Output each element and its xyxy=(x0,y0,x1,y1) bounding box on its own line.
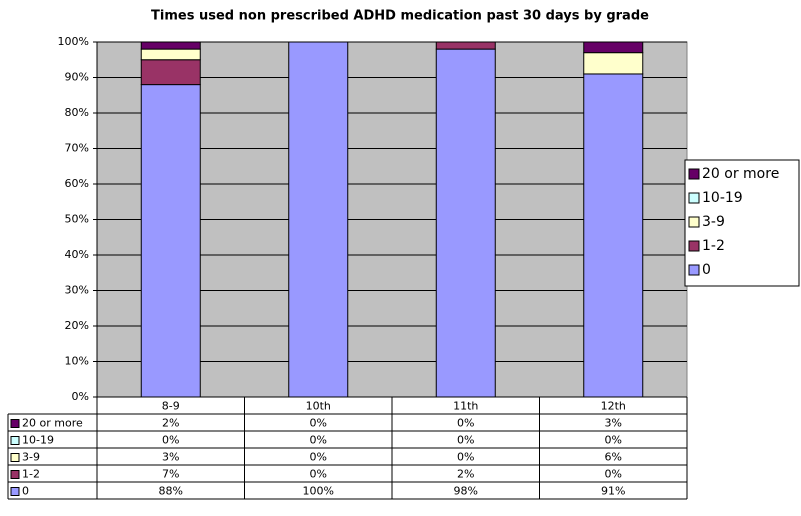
data-label: 0% xyxy=(310,434,327,447)
data-label: 100% xyxy=(303,485,334,498)
bar-segment xyxy=(583,52,644,75)
data-label: 3% xyxy=(605,417,622,430)
data-label: 0% xyxy=(310,417,327,430)
table-row-label: 0 xyxy=(22,485,29,498)
table-key xyxy=(10,470,20,479)
legend-key xyxy=(688,240,700,252)
data-label: 0% xyxy=(457,451,474,464)
legend-key xyxy=(688,216,700,228)
table-row-label: 3-9 xyxy=(22,451,40,464)
legend-box xyxy=(684,159,800,287)
table-key xyxy=(10,436,20,445)
bar-segment xyxy=(140,59,201,86)
table-key xyxy=(10,487,20,496)
data-label: 6% xyxy=(605,451,622,464)
table-row-label: 10-19 xyxy=(22,434,54,447)
data-label: 0% xyxy=(457,417,474,430)
legend-label: 0 xyxy=(702,262,711,278)
legend-key xyxy=(688,168,700,180)
y-tick-label: 30% xyxy=(65,284,89,297)
y-tick-label: 100% xyxy=(58,35,89,48)
table-row-label: 20 or more xyxy=(22,417,83,430)
bar-segment xyxy=(140,41,201,50)
x-tick-label: 8-9 xyxy=(162,400,180,413)
y-tick-label: 40% xyxy=(65,248,89,261)
table-key xyxy=(10,453,20,462)
bar-segment xyxy=(435,41,496,50)
bar-segment xyxy=(140,84,201,398)
x-tick-label: 10th xyxy=(306,400,331,413)
table-key xyxy=(10,419,20,428)
data-label: 2% xyxy=(457,468,474,481)
legend-label: 10-19 xyxy=(702,190,743,206)
chart-title: Times used non prescribed ADHD medicatio… xyxy=(151,9,649,24)
table-row-label: 1-2 xyxy=(22,468,40,481)
data-label: 2% xyxy=(162,417,179,430)
bar-segment xyxy=(140,48,201,61)
x-tick-label: 11th xyxy=(453,400,478,413)
data-label: 0% xyxy=(310,451,327,464)
y-tick-label: 50% xyxy=(65,213,89,226)
bar-segment xyxy=(583,41,644,54)
y-tick-label: 90% xyxy=(65,71,89,84)
y-tick-label: 70% xyxy=(65,142,89,155)
bar-segment xyxy=(435,48,496,398)
data-label: 98% xyxy=(454,485,478,498)
data-label: 0% xyxy=(310,468,327,481)
data-label: 7% xyxy=(162,468,179,481)
y-tick-label: 0% xyxy=(72,390,89,403)
x-tick-label: 12th xyxy=(601,400,626,413)
data-label: 0% xyxy=(605,434,622,447)
data-label: 91% xyxy=(601,485,625,498)
data-label: 0% xyxy=(605,468,622,481)
data-label: 0% xyxy=(457,434,474,447)
data-label: 3% xyxy=(162,451,179,464)
y-tick-label: 80% xyxy=(65,106,89,119)
legend-label: 20 or more xyxy=(702,166,779,182)
bar-segment xyxy=(583,73,644,398)
data-label: 88% xyxy=(159,485,183,498)
legend-label: 3-9 xyxy=(702,214,725,230)
data-label: 0% xyxy=(162,434,179,447)
y-tick-label: 20% xyxy=(65,319,89,332)
legend-label: 1-2 xyxy=(702,238,725,254)
y-tick-label: 60% xyxy=(65,177,89,190)
y-tick-label: 10% xyxy=(65,355,89,368)
legend-key xyxy=(688,264,700,276)
legend-key xyxy=(688,192,700,204)
bar-segment xyxy=(288,41,349,398)
